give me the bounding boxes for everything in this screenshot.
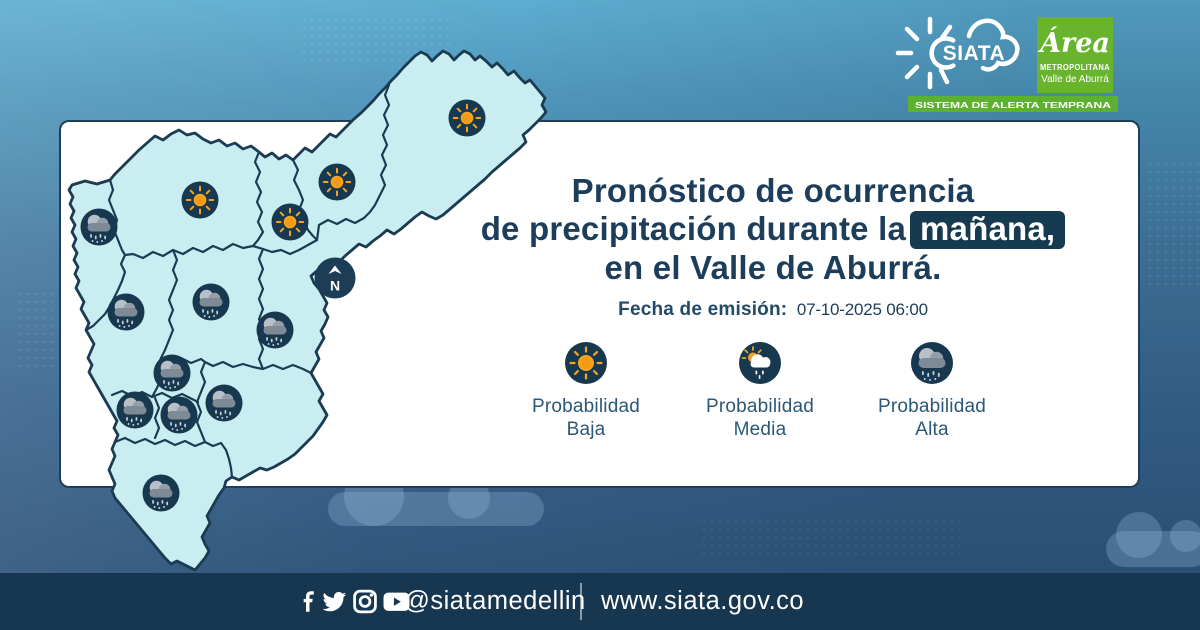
alert-banner: SISTEMA DE ALERTA TEMPRANA — [908, 96, 1118, 112]
map-rain-marker — [256, 311, 294, 349]
website-link[interactable]: www.siata.gov.co — [601, 587, 805, 615]
map-rain-marker — [153, 354, 191, 392]
map-rain-marker — [160, 396, 198, 434]
map-rain-marker — [192, 283, 230, 321]
map-rain-marker — [205, 384, 243, 422]
map-rain-marker — [80, 208, 118, 246]
instagram-icon[interactable] — [353, 589, 377, 614]
youtube-icon[interactable] — [383, 589, 410, 614]
area-logo-script: Área — [1037, 26, 1110, 59]
decor-cloud — [1106, 512, 1200, 567]
cloud-outline-icon — [966, 18, 1020, 72]
title-line-1: Pronóstico de ocurrencia — [571, 172, 975, 209]
north-compass-icon: N — [314, 257, 356, 299]
map-outline — [67, 49, 548, 572]
emission-label: Fecha de emisión: — [618, 299, 788, 320]
map-rain-marker — [142, 474, 180, 512]
emission-value: 07-10-2025 06:00 — [796, 300, 928, 319]
map-sun-marker — [447, 98, 487, 138]
area-logo-line3: Valle de Aburrá — [1041, 74, 1109, 85]
area-logo-line2: METROPOLITANA — [1040, 62, 1110, 72]
siata-logo: SIATA — [895, 16, 1020, 90]
social-icons — [302, 573, 410, 630]
facebook-icon[interactable] — [302, 589, 316, 614]
legend-label: Probabilidad Alta — [877, 396, 987, 440]
valle-de-aburra-map: N — [67, 49, 548, 572]
footer-bar: @siatamedellin www.siata.gov.co — [0, 573, 1200, 630]
decor-cloud — [328, 466, 544, 526]
map-rain-marker — [116, 391, 154, 429]
alert-banner-text: SISTEMA DE ALERTA TEMPRANA — [915, 100, 1111, 110]
forecast-title: Pronóstico de ocurrencia de precipitació… — [420, 172, 1126, 321]
sun-icon — [565, 342, 607, 384]
legend-item-media: Probabilidad Media — [665, 340, 855, 441]
map-sun-marker — [180, 180, 220, 220]
footer-divider — [580, 583, 582, 620]
legend-label: Probabilidad Media — [705, 396, 815, 440]
sun-cloud-rain-icon — [739, 342, 781, 384]
title-highlight-badge: mañana, — [910, 211, 1066, 249]
legend-item-alta: Probabilidad Alta — [837, 340, 1027, 441]
map-sun-marker — [270, 202, 310, 242]
map-rain-marker — [107, 293, 145, 331]
compass-letter: N — [330, 278, 340, 294]
legend-label: Probabilidad Baja — [531, 396, 641, 440]
siata-logo-text: SIATA — [943, 42, 1005, 65]
twitter-icon[interactable] — [322, 589, 347, 614]
rain-cloud-icon — [911, 342, 953, 384]
social-handle[interactable]: @siatamedellin — [404, 587, 586, 615]
title-line-2: de precipitación durante la mañana, — [420, 210, 1126, 249]
dot-texture — [1146, 160, 1200, 290]
legend-item-baja: Probabilidad Baja — [491, 340, 681, 441]
map-sun-marker — [317, 162, 357, 202]
area-metropolitana-logo: Área METROPOLITANA Valle de Aburrá — [1037, 17, 1113, 93]
title-line-3: en el Valle de Aburrá. — [604, 249, 942, 286]
dot-texture — [700, 518, 960, 560]
emission-date-row: Fecha de emisión: 07-10-2025 06:00 — [420, 299, 1126, 321]
title-line-2-text: de precipitación durante la — [480, 210, 907, 247]
header-logos: SIATA Área METROPOLITANA Valle de Aburrá… — [895, 16, 1118, 112]
